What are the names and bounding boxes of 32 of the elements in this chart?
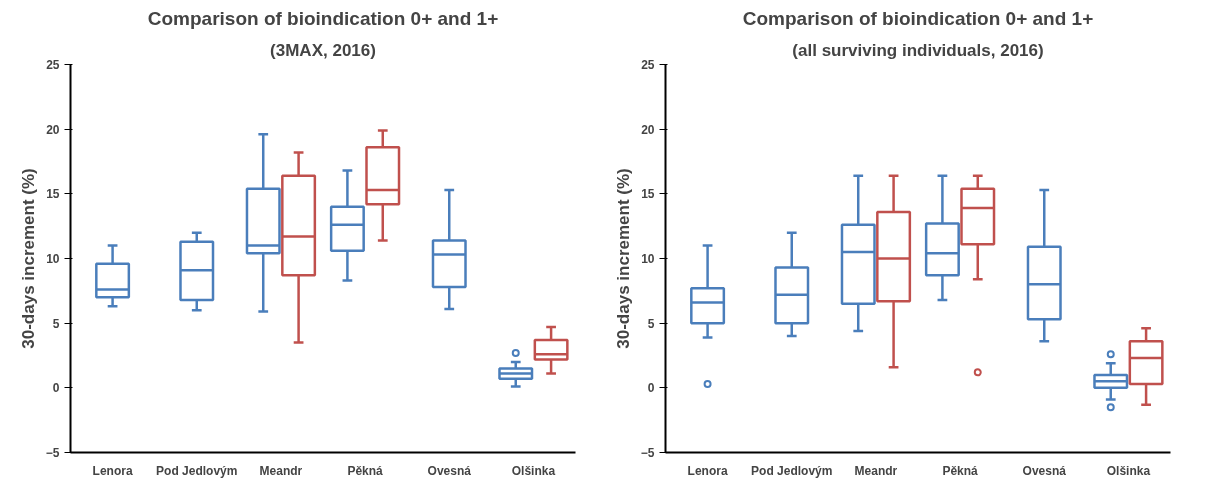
y-axis-title: 30-days increment (%) (18, 168, 38, 349)
y-tick-label: 10 (46, 252, 60, 266)
x-tick-label: Pod Jedlovým (156, 463, 238, 478)
x-tick-label: Pěkná (942, 463, 979, 478)
y-tick-label: 0 (647, 381, 655, 396)
x-tick-label: Olšinka (1106, 463, 1151, 478)
y-tick-label: 25 (641, 58, 655, 72)
x-tick-label: Lenora (687, 463, 728, 478)
y-tick-label: 20 (46, 122, 60, 137)
y-tick-label: 15 (641, 187, 655, 202)
x-tick-label: Meandr (854, 463, 898, 478)
chart-subtitle: (3MAX, 2016) (270, 40, 376, 60)
x-tick-label: Ovesná (1022, 463, 1067, 478)
x-tick-label: Lenora (92, 463, 133, 478)
x-tick-label: Ovesná (427, 463, 472, 478)
y-tick-label: −5 (640, 446, 655, 460)
y-tick-label: 10 (641, 252, 655, 266)
y-tick-label: 0 (52, 381, 60, 396)
chart-title: Comparison of bioindication 0+ and 1+ (742, 7, 1094, 29)
y-tick-label: 15 (46, 187, 60, 202)
y-tick-label: 5 (52, 316, 60, 331)
x-tick-label: Pod Jedlovým (751, 463, 833, 478)
y-axis-title: 30-days increment (%) (613, 168, 633, 349)
y-tick-label: 5 (647, 316, 655, 331)
y-tick-label: 20 (641, 122, 655, 137)
x-tick-label: Meandr (259, 463, 303, 478)
chart-subtitle: (all surviving individuals, 2016) (792, 40, 1044, 60)
y-tick-label: 25 (46, 58, 60, 72)
x-tick-label: Olšinka (511, 463, 556, 478)
x-tick-label: Pěkná (347, 463, 384, 478)
y-tick-label: −5 (45, 446, 60, 460)
chart-title: Comparison of bioindication 0+ and 1+ (147, 7, 499, 29)
